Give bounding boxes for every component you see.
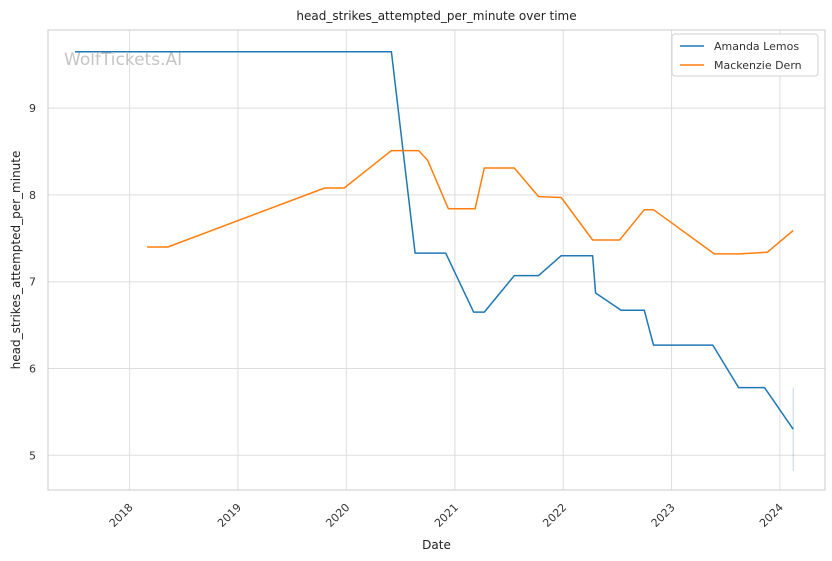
series-line-mackenzie-dern: [147, 149, 794, 255]
chart-title: head_strikes_attempted_per_minute over t…: [296, 9, 576, 23]
legend-label-amanda-lemos: Amanda Lemos: [714, 40, 799, 53]
x-axis-label: Date: [422, 538, 451, 552]
legend-box: [671, 33, 819, 77]
watermark-text: WolfTickets.AI: [64, 50, 182, 70]
y-tick-label: 8: [29, 189, 36, 202]
series-line-amanda-lemos: [75, 50, 794, 430]
grid-lines: [48, 30, 825, 490]
y-tick-label: 9: [29, 102, 36, 115]
series-lines: [75, 50, 794, 471]
legend: Amanda Lemos Mackenzie Dern: [671, 33, 819, 77]
plot-area-frame: [47, 29, 826, 491]
y-tick-label: 7: [29, 276, 36, 289]
y-tick-label: 5: [29, 449, 36, 462]
legend-label-mackenzie-dern: Mackenzie Dern: [714, 59, 802, 72]
y-axis-label: head_strikes_attempted_per_minute: [9, 151, 23, 370]
y-tick-label: 6: [29, 362, 36, 375]
